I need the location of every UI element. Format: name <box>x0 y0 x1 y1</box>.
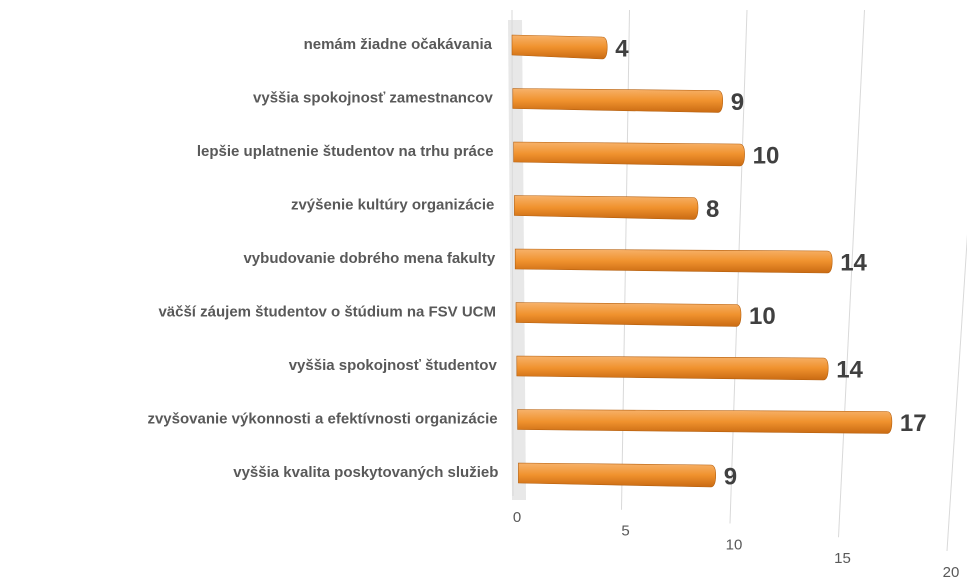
data-label: 17 <box>900 410 927 437</box>
data-label: 10 <box>749 303 776 330</box>
data-label: 10 <box>753 142 780 169</box>
x-tick-label: 0 <box>513 509 521 526</box>
x-tick-label: 20 <box>943 564 960 581</box>
bar <box>514 248 833 274</box>
grid-line <box>838 9 865 538</box>
bar <box>513 141 745 167</box>
bar <box>517 409 893 434</box>
data-label: 14 <box>836 356 863 383</box>
y-tick-label: vyššia spokojnosť študentov <box>289 357 498 374</box>
grid-line <box>946 234 967 552</box>
bar <box>512 88 724 113</box>
y-tick-label: vyššia kvalita poskytovaných služieb <box>233 464 498 481</box>
data-label: 9 <box>731 89 744 116</box>
y-tick-label: zvyšovanie výkonnosti a efektívnosti org… <box>147 410 497 427</box>
x-tick-label: 5 <box>621 523 629 540</box>
bar <box>515 302 742 327</box>
x-tick-label: 15 <box>834 550 851 567</box>
y-tick-label: nemám žiadne očakávania <box>304 36 493 53</box>
data-label: 9 <box>724 463 737 490</box>
data-label: 8 <box>706 196 719 223</box>
bar <box>511 34 608 60</box>
data-label: 4 <box>615 35 629 62</box>
y-tick-label: lepšie uplatnenie študentov na trhu prác… <box>197 143 494 160</box>
x-tick-label: 10 <box>726 536 743 553</box>
bar <box>514 195 699 220</box>
y-tick-label: zvýšenie kultúry organizácie <box>291 196 494 213</box>
y-tick-label: väčší záujem študentov o štúdium na FSV … <box>158 303 496 320</box>
data-label: 14 <box>840 249 867 276</box>
y-tick-label: vybudovanie dobrého mena fakulty <box>243 250 495 267</box>
bar <box>516 355 829 381</box>
grid-line <box>511 9 514 497</box>
y-tick-label: vyššia spokojnosť zamestnancov <box>253 89 493 106</box>
bar <box>518 462 717 488</box>
